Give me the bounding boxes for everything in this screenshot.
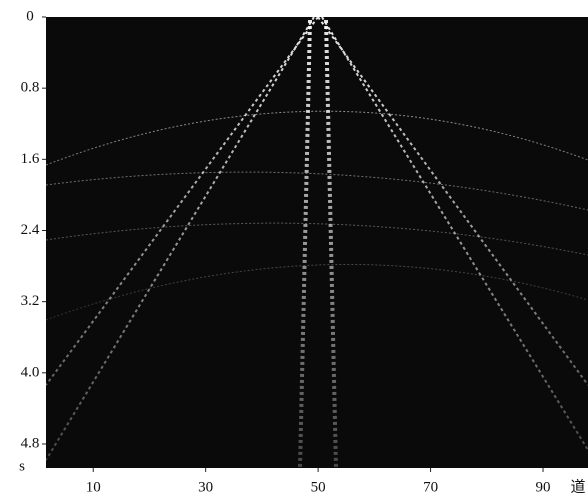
x-tick-label: 50 — [311, 479, 326, 495]
chart: s 道 10 30 50 70 90 0 0.8 1.6 2.4 3.2 4.0 4.8 — [0, 0, 588, 497]
x-tick-label: 10 — [86, 479, 101, 495]
x-axis-label: 道 — [570, 478, 585, 495]
x-tick-label: 30 — [198, 479, 213, 495]
plot-area — [46, 17, 588, 468]
x-tick-label: 90 — [536, 479, 551, 495]
y-axis-label: s — [19, 458, 25, 474]
y-tick-label: 1.6 — [21, 151, 40, 167]
y-tick-label: 4.8 — [21, 435, 40, 451]
y-tick-label: 0.8 — [21, 80, 40, 96]
x-tick-label: 70 — [423, 479, 438, 495]
y-tick-label: 4.0 — [21, 364, 40, 380]
y-tick-label: 3.2 — [21, 293, 40, 309]
y-tick-label: 0 — [26, 8, 34, 24]
y-tick-label: 2.4 — [21, 222, 40, 238]
